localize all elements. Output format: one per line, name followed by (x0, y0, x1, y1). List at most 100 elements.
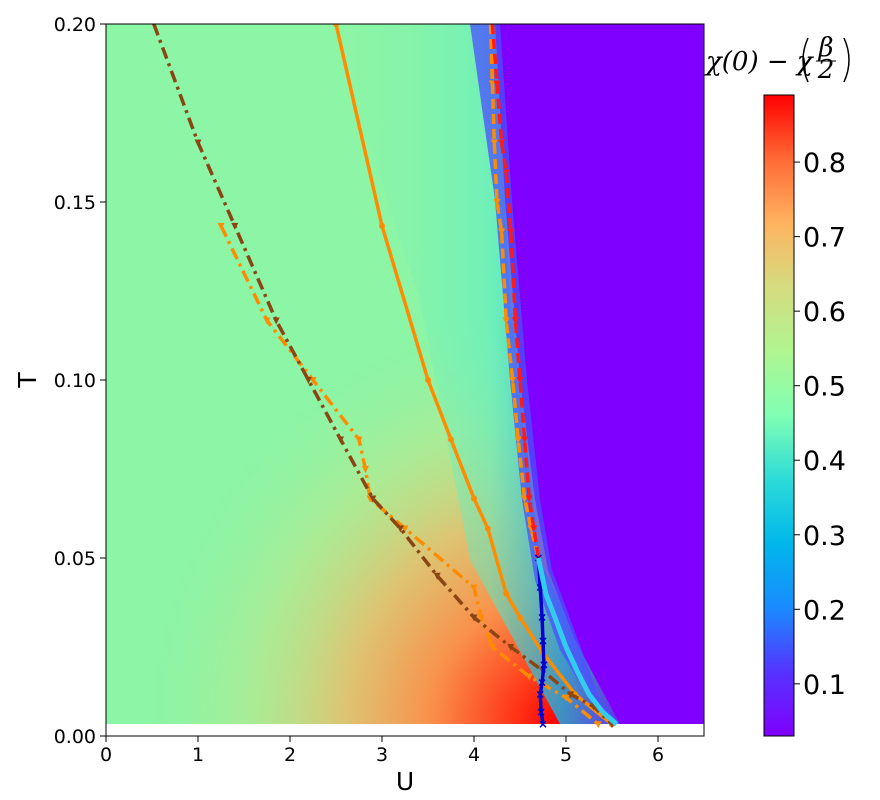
data-point (537, 708, 545, 716)
colorbar-tick-label: 0.3 (803, 521, 846, 552)
colorbar-title-open-paren (802, 37, 809, 83)
data-point (514, 436, 522, 444)
series-line (488, 24, 541, 559)
data-point (488, 644, 496, 651)
x-tick-label: 3 (376, 744, 388, 766)
data-point (538, 613, 546, 621)
data-point (194, 139, 202, 147)
colorbar-title-fraction-numerator: β (817, 33, 833, 63)
data-point (361, 466, 369, 473)
colorbar-title-fraction-denominator: 2 (817, 55, 835, 85)
data-point (448, 436, 454, 443)
data-point (538, 679, 546, 687)
series-layer (151, 24, 619, 729)
colorbar-title: χ(0) − χ β 2 (704, 33, 850, 85)
x-tick-label: 1 (192, 744, 204, 766)
colorbar-title-main: χ(0) − χ (704, 47, 815, 77)
data-point (379, 222, 385, 229)
data-point (493, 199, 501, 206)
x-tick-label: 2 (284, 744, 296, 766)
data-point (517, 614, 523, 621)
data-point (333, 24, 339, 27)
data-point (425, 377, 431, 383)
data-point (493, 80, 501, 88)
series-0 (333, 24, 615, 728)
data-point (509, 377, 517, 384)
y-axis-ticks: 0.00 0.05 0.10 0.15 0.20 (54, 14, 106, 748)
data-point (477, 614, 485, 622)
data-point (490, 24, 495, 28)
data-point (511, 317, 519, 325)
series-line (535, 557, 619, 727)
data-point (498, 228, 506, 236)
x-tick-label: 6 (652, 744, 664, 766)
data-point (304, 377, 312, 384)
x-axis-ticks: 0 1 2 3 4 5 6 (100, 736, 664, 766)
data-point (539, 720, 547, 728)
x-axis-label: U (396, 767, 414, 796)
data-point (272, 317, 280, 325)
series-1 (217, 222, 602, 729)
colorbar-tick-label: 0.6 (803, 297, 846, 328)
colorbar-tick-label: 0.2 (803, 595, 846, 626)
data-point (540, 661, 548, 669)
data-point (263, 317, 271, 325)
data-point (470, 614, 478, 622)
heatmap-blank-strip (106, 724, 704, 736)
data-point (567, 691, 575, 699)
data-point (498, 139, 506, 147)
data-point (503, 590, 510, 597)
x-tick-label: 0 (100, 744, 112, 766)
colorbar-tick-label: 0.4 (803, 446, 846, 477)
series-line (490, 24, 541, 559)
data-point (369, 495, 377, 503)
data-point (337, 436, 345, 444)
colorbar (763, 94, 795, 737)
data-point (217, 222, 225, 230)
data-point (525, 673, 533, 681)
series-line (152, 24, 614, 726)
data-point (516, 377, 524, 384)
y-tick-label: 0.15 (54, 192, 96, 214)
x-tick-label: 5 (560, 744, 572, 766)
data-point (396, 525, 404, 533)
heatmap (106, 24, 704, 736)
data-point (594, 721, 602, 729)
colorbar-tick-label: 0.5 (803, 372, 846, 403)
colorbar-tick-label: 0.8 (803, 148, 846, 179)
colorbar-ticks: 0.1 0.2 0.3 0.4 0.5 0.6 0.7 0.8 (794, 148, 846, 701)
data-point (562, 694, 570, 702)
y-tick-label: 0.10 (54, 370, 96, 392)
data-point (525, 495, 533, 503)
data-point (471, 495, 477, 502)
data-point (530, 525, 538, 533)
data-point (309, 377, 317, 384)
series-2 (151, 24, 616, 729)
data-point (231, 222, 239, 230)
data-point (470, 584, 478, 592)
data-point (433, 572, 441, 580)
colorbar-tick-label: 0.1 (803, 670, 846, 701)
y-axis-label: T (13, 372, 42, 389)
data-point (539, 637, 547, 645)
data-point (490, 139, 498, 147)
y-tick-label: 0.05 (54, 548, 96, 570)
y-tick-label: 0.20 (54, 14, 96, 36)
data-point (507, 228, 515, 236)
data-point (507, 644, 515, 651)
data-point (401, 525, 409, 533)
colorbar-title-close-paren (843, 37, 850, 83)
data-point (521, 495, 529, 503)
data-point (484, 525, 491, 532)
data-point (502, 317, 510, 325)
data-point (502, 169, 510, 177)
data-point (151, 24, 156, 28)
colorbar-tick-label: 0.7 (803, 223, 846, 254)
data-point (536, 690, 544, 698)
series-4 (490, 24, 542, 562)
data-point (521, 436, 529, 444)
x-tick-label: 4 (468, 744, 480, 766)
heatmap-cool-band (330, 24, 620, 724)
series-6 (535, 557, 619, 727)
